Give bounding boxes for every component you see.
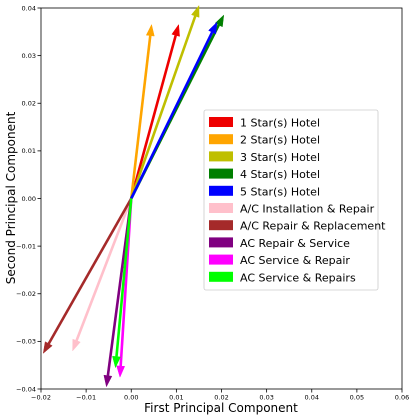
arrow-3 bbox=[130, 4, 200, 199]
y-tick-label: 0.00 bbox=[22, 195, 36, 203]
legend-swatch bbox=[209, 203, 233, 213]
y-tick-label: −0.02 bbox=[16, 290, 36, 298]
legend-label: AC Repair & Service bbox=[240, 237, 350, 250]
y-axis-ticks: −0.04 −0.03 −0.02 −0.01 0.00 0.01 0.02 0.03 0.04 bbox=[16, 4, 41, 393]
arrow-head bbox=[112, 355, 121, 369]
y-tick-label: −0.04 bbox=[16, 385, 36, 393]
x-axis-ticks: −0.02 −0.01 0.00 0.01 0.02 0.03 0.04 0.05 0.06 bbox=[31, 389, 409, 402]
arrow-head bbox=[116, 365, 126, 378]
y-tick-label: 0.02 bbox=[22, 100, 36, 108]
legend-label: A/C Installation & Repair bbox=[240, 203, 375, 216]
arrow-shaft bbox=[130, 15, 197, 199]
x-tick-label: 0.00 bbox=[124, 394, 138, 402]
y-tick-label: 0.04 bbox=[22, 4, 36, 12]
x-tick-label: 0.04 bbox=[305, 394, 319, 402]
x-tick-label: 0.06 bbox=[395, 394, 409, 402]
legend-swatch bbox=[209, 237, 233, 248]
x-tick-label: 0.02 bbox=[214, 394, 228, 402]
y-tick-label: 0.01 bbox=[22, 147, 36, 155]
arrow-shaft bbox=[129, 35, 152, 199]
legend: 1 Star(s) Hotel 2 Star(s) Hotel 3 Star(s) … bbox=[203, 109, 386, 291]
arrow-head bbox=[191, 4, 200, 18]
legend-item: 3 Star(s) Hotel bbox=[209, 151, 320, 164]
x-tick-label: −0.02 bbox=[31, 394, 51, 402]
legend-swatch bbox=[209, 168, 233, 179]
legend-item: 2 Star(s) Hotel bbox=[209, 134, 320, 147]
y-tick-label: −0.03 bbox=[16, 338, 36, 346]
legend-box bbox=[203, 109, 379, 291]
legend-item: AC Service & Repair bbox=[209, 254, 350, 267]
arrow-7 bbox=[42, 197, 133, 354]
legend-swatch bbox=[209, 185, 233, 196]
arrow-shaft bbox=[129, 34, 177, 199]
legend-item: AC Repair & Service bbox=[209, 237, 350, 250]
arrow-shaft bbox=[75, 198, 133, 342]
legend-label: 1 Star(s) Hotel bbox=[240, 117, 320, 130]
arrow-head bbox=[42, 341, 53, 354]
y-axis-label: Second Principal Component bbox=[4, 111, 18, 284]
legend-swatch bbox=[209, 220, 233, 231]
arrow-1 bbox=[129, 23, 180, 199]
legend-swatch bbox=[209, 271, 233, 282]
legend-swatch bbox=[209, 254, 233, 265]
legend-item: AC Service & Repairs bbox=[209, 271, 356, 284]
x-tick-label: −0.01 bbox=[76, 394, 96, 402]
legend-label: AC Service & Repairs bbox=[240, 271, 356, 284]
legend-swatch bbox=[209, 117, 233, 127]
arrow-shaft bbox=[130, 31, 214, 200]
arrow-layer bbox=[42, 4, 225, 388]
legend-label: 3 Star(s) Hotel bbox=[240, 151, 320, 164]
x-tick-label: 0.05 bbox=[350, 394, 364, 402]
arrow-head bbox=[171, 23, 180, 37]
arrow-head bbox=[103, 374, 113, 388]
legend-label: 2 Star(s) Hotel bbox=[240, 134, 320, 147]
legend-item: 4 Star(s) Hotel bbox=[209, 168, 320, 181]
legend-item: 1 Star(s) Hotel bbox=[209, 117, 320, 130]
y-tick-label: −0.01 bbox=[16, 242, 36, 250]
legend-item: A/C Repair & Replacement bbox=[209, 220, 386, 233]
arrow-6 bbox=[72, 198, 133, 352]
arrow-5 bbox=[130, 21, 218, 200]
legend-swatch bbox=[209, 151, 233, 162]
legend-swatch bbox=[209, 134, 233, 145]
arrow-10 bbox=[112, 198, 133, 369]
y-tick-label: 0.03 bbox=[22, 52, 36, 60]
arrow-head bbox=[214, 14, 225, 28]
arrow-2 bbox=[129, 23, 155, 199]
legend-item: 5 Star(s) Hotel bbox=[209, 185, 320, 198]
x-tick-label: 0.01 bbox=[169, 394, 183, 402]
x-tick-label: 0.03 bbox=[259, 394, 273, 402]
legend-label: 4 Star(s) Hotel bbox=[240, 168, 320, 181]
arrow-head bbox=[72, 338, 81, 352]
arrow-shaft bbox=[47, 197, 133, 345]
legend-item: A/C Installation & Repair bbox=[209, 203, 375, 216]
arrow-shaft bbox=[115, 198, 133, 357]
legend-label: 5 Star(s) Hotel bbox=[240, 185, 320, 198]
legend-label: AC Service & Repair bbox=[240, 254, 350, 267]
arrow-head bbox=[145, 23, 155, 37]
x-axis-label: First Principal Component bbox=[144, 401, 298, 415]
legend-label: A/C Repair & Replacement bbox=[240, 220, 386, 233]
arrow-head bbox=[208, 21, 218, 35]
